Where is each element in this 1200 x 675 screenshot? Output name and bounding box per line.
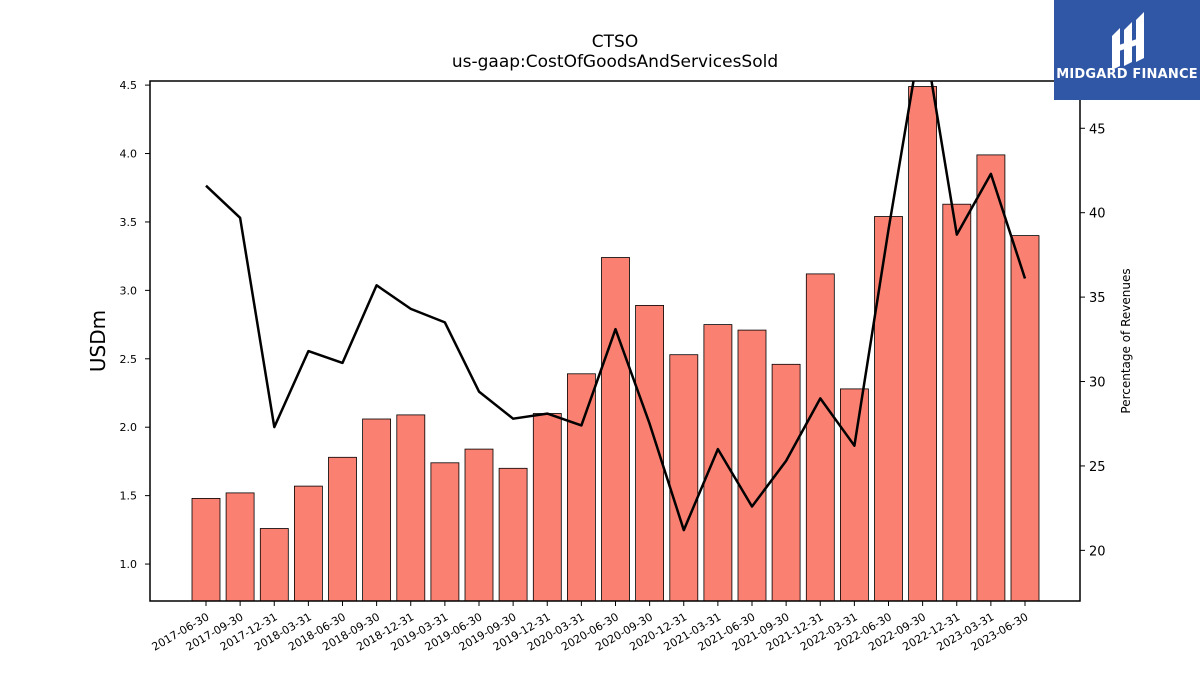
y-tick-label: 1.0 <box>120 558 138 571</box>
line-layer <box>205 81 1027 532</box>
bar-2021-09-30 <box>771 363 801 602</box>
bar-2019-06-30 <box>464 448 494 602</box>
bars-layer <box>191 86 1040 602</box>
bar-2020-06-30 <box>601 257 630 602</box>
chart-subtitle: us-gaap:CostOfGoodsAndServicesSold <box>451 52 779 72</box>
bar-2023-06-30 <box>1010 235 1040 602</box>
bar-2018-12-31 <box>396 414 426 602</box>
right-axis-ticks: 20 25 30 35 40 45 <box>1080 122 1106 559</box>
bar-2021-12-31 <box>805 273 835 602</box>
bar-2022-03-31 <box>840 388 869 602</box>
y2-tick-label: 45 <box>1089 122 1106 137</box>
y2-tick-label: 20 <box>1089 544 1106 559</box>
bar-2018-03-31 <box>293 485 323 602</box>
bar-2022-06-30 <box>874 216 903 602</box>
bar-2022-09-30 <box>908 86 937 602</box>
y2-tick-label: 40 <box>1089 207 1106 222</box>
bar-2019-09-30 <box>498 467 528 602</box>
y2-tick-label: 35 <box>1089 291 1106 306</box>
y-tick-label: 3.5 <box>120 216 138 229</box>
y-tick-label: 4.0 <box>120 148 138 161</box>
y2-tick-label: 30 <box>1089 376 1106 391</box>
bar-2023-03-31 <box>976 154 1006 602</box>
bar-2020-03-31 <box>567 373 596 602</box>
y-tick-label: 4.5 <box>120 79 138 92</box>
bar-2017-12-31 <box>259 528 289 602</box>
bar-2021-03-31 <box>703 324 733 602</box>
y-tick-label: 2.0 <box>120 421 138 434</box>
y-tick-label: 1.5 <box>120 490 138 503</box>
bar-2019-03-31 <box>430 462 460 602</box>
x-axis-ticks: 2017-06-302017-09-302017-12-312018-03-31… <box>150 601 1031 654</box>
logo-mark-icon <box>1112 12 1144 70</box>
y2-axis-label: Percentage of Revenues <box>1119 268 1133 413</box>
y-tick-label: 2.5 <box>120 353 138 366</box>
percentage-line <box>205 81 1027 532</box>
y-tick-label: 3.0 <box>120 284 138 297</box>
chart-title: CTSO <box>591 32 639 52</box>
midgard-finance-logo: MIDGARD FINANCE <box>1054 0 1200 100</box>
bar-2018-06-30 <box>328 456 357 602</box>
logo-text: MIDGARD FINANCE <box>1056 67 1198 82</box>
bar-2021-06-30 <box>737 329 767 602</box>
bar-2019-12-31 <box>532 413 562 602</box>
bar-2018-09-30 <box>362 418 392 602</box>
bar-2017-06-30 <box>191 497 221 602</box>
left-axis-ticks: 1.0 1.5 2.0 2.5 3.0 3.5 4.0 4.5 <box>120 79 150 571</box>
bar-2020-12-31 <box>669 354 699 602</box>
bar-2022-12-31 <box>942 203 972 602</box>
y2-tick-label: 25 <box>1089 460 1106 475</box>
bar-2017-09-30 <box>225 492 255 602</box>
y-axis-label: USDm <box>86 310 110 372</box>
